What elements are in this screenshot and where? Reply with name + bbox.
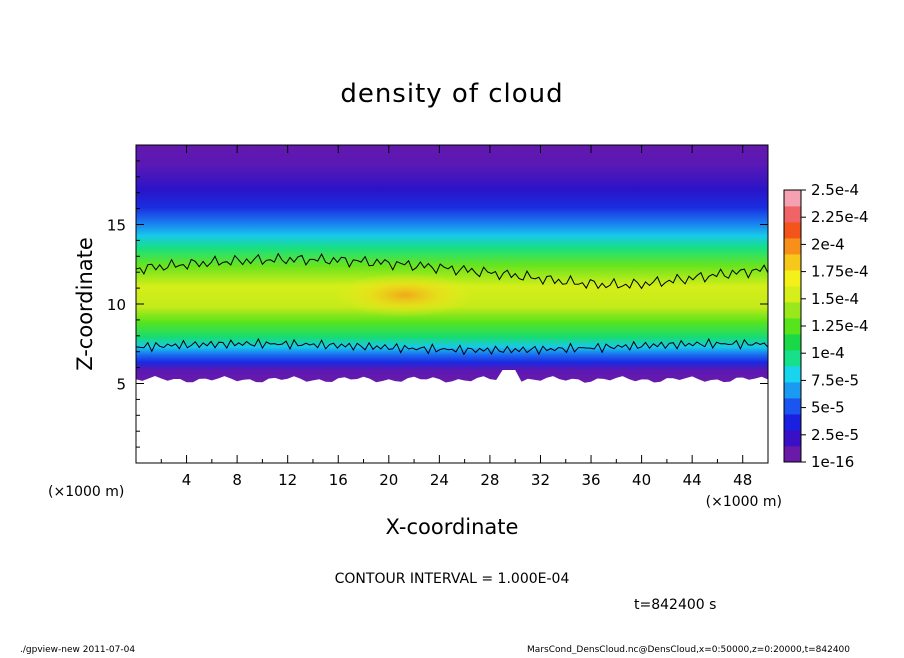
x-tick-label: 8 [232, 471, 242, 489]
x-tick-label: 40 [632, 471, 651, 489]
plot-area [136, 145, 768, 463]
colorbar-swatch [784, 286, 801, 303]
colorbar: 1e-16 2.5e-5 5e-5 7.5e-5 1e-4 1.25e-4 1.5e-4 1.… [783, 181, 869, 471]
colorbar-swatch [784, 270, 801, 287]
colorbar-swatch [784, 206, 801, 223]
colorbar-swatch [784, 350, 801, 367]
colorbar-swatch [784, 238, 801, 255]
y-tick-label: 5 [116, 376, 126, 394]
x-tick-label: 28 [480, 471, 499, 489]
upper-contour-line [136, 252, 768, 290]
colorbar-swatch [784, 446, 801, 463]
colorbar-label: 1.25e-4 [811, 317, 869, 335]
chart-title: density of cloud [340, 79, 563, 109]
colorbar-swatch [784, 398, 801, 415]
y-axis: 5 10 15 [107, 160, 768, 448]
x-axis-title: X-coordinate [386, 515, 519, 539]
y-axis-title: Z-coordinate [73, 237, 97, 371]
lower-contour-line [136, 337, 768, 356]
x-tick-label: 16 [329, 471, 348, 489]
x-tick-label: 44 [683, 471, 702, 489]
contour-interval-text: CONTOUR INTERVAL = 1.000E-04 [335, 571, 570, 587]
colorbar-swatch [784, 318, 801, 335]
colorbar-swatch [784, 366, 801, 383]
x-tick-label: 20 [379, 471, 398, 489]
x-tick-label: 24 [430, 471, 449, 489]
colorbar-label: 7.5e-5 [811, 371, 859, 389]
x-unit-left: (×1000 m) [48, 484, 124, 500]
x-tick-label: 36 [581, 471, 600, 489]
colorbar-label: 2e-4 [811, 235, 845, 253]
colorbar-label: 2.5e-5 [811, 426, 859, 444]
colorbar-label: 2.25e-4 [811, 208, 869, 226]
x-tick-label: 4 [182, 471, 192, 489]
colorbar-swatch [784, 414, 801, 431]
x-tick-label: 48 [733, 471, 752, 489]
colorbar-label: 1.5e-4 [811, 290, 859, 308]
colorbar-label: 1e-4 [811, 344, 845, 362]
program-label: ./gpview-new 2011-07-04 [20, 645, 135, 654]
x-tick-label: 12 [278, 471, 297, 489]
colorbar-swatch [784, 302, 801, 319]
colorbar-label: 1e-16 [811, 453, 854, 471]
x-tick-label: 32 [531, 471, 550, 489]
colorbar-label: 2.5e-4 [811, 181, 859, 199]
source-label: MarsCond_DensCloud.nc@DensCloud,x=0:5000… [527, 645, 850, 654]
cloud-band [136, 145, 768, 383]
colorbar-swatch [784, 190, 801, 207]
y-tick-label: 10 [107, 296, 126, 314]
colorbar-swatch [784, 382, 801, 399]
colorbar-label: 1.75e-4 [811, 263, 869, 281]
y-tick-label: 15 [107, 217, 126, 235]
time-label: t=842400 s [634, 597, 716, 613]
colorbar-swatch [784, 254, 801, 271]
colorbar-swatch [784, 334, 801, 351]
colorbar-label: 5e-5 [811, 399, 845, 417]
density-maximum [335, 273, 475, 317]
colorbar-swatch [784, 222, 801, 239]
colorbar-swatch [784, 430, 801, 447]
x-unit-right: (×1000 m) [706, 494, 782, 510]
x-axis: 4 8 12 16 20 24 28 32 36 40 44 48 [160, 145, 752, 489]
